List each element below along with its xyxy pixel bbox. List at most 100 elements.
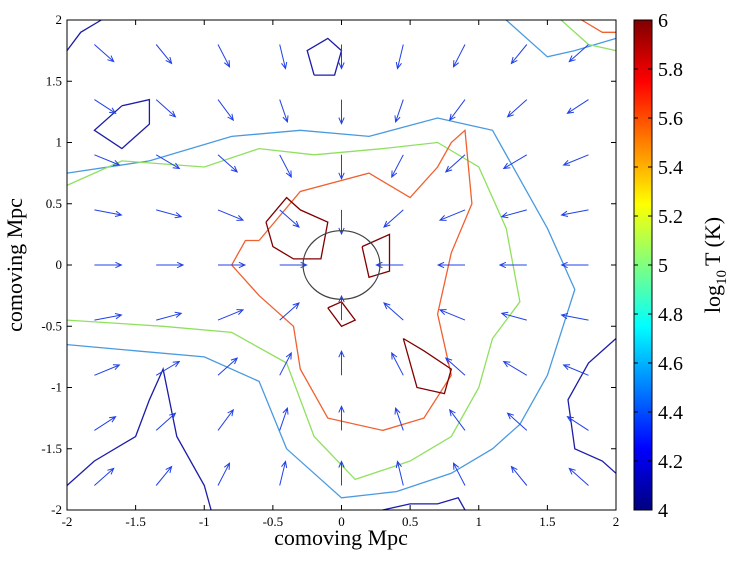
velocity-arrow: [94, 209, 123, 217]
velocity-arrow: [155, 154, 181, 170]
velocity-arrow: [217, 357, 239, 376]
x-tick-label: 1.5: [539, 514, 555, 529]
velocity-arrow: [338, 154, 345, 181]
colorbar-tick-label: 5.2: [658, 206, 683, 228]
colorbar-tick-label: 5.6: [658, 108, 683, 130]
velocity-arrow: [155, 360, 181, 376]
velocity-arrow: [506, 412, 528, 431]
colorbar-tick-label: 5.8: [658, 59, 683, 81]
velocity-arrow: [279, 460, 288, 486]
velocity-arrow: [94, 364, 121, 376]
x-tick-label: 0.5: [402, 514, 418, 529]
contour-line: [402, 337, 453, 395]
y-tick-label: 2: [56, 12, 63, 27]
colorbar-tick-label: 5: [658, 255, 668, 277]
x-tick-label: -1.5: [125, 514, 146, 529]
velocity-arrow: [279, 154, 292, 179]
velocity-arrow: [506, 99, 528, 118]
velocity-arrow: [510, 44, 528, 65]
velocity-arrow: [452, 462, 466, 486]
x-tick-label: -0.5: [263, 514, 284, 529]
velocity-arrow: [217, 408, 235, 431]
colorbar-tick-label: 4.2: [658, 451, 683, 473]
velocity-arrow: [383, 209, 404, 228]
velocity-arrow: [155, 44, 173, 65]
velocity-arrow: [560, 261, 589, 269]
velocity-arrow: [217, 462, 231, 486]
velocity-arrow: [279, 209, 300, 228]
colorbar-tick-label: 5.4: [658, 157, 683, 179]
velocity-arrow: [444, 357, 466, 376]
velocity-arrow: [338, 349, 345, 376]
velocity-arrow: [156, 261, 185, 269]
velocity-arrow: [279, 302, 300, 321]
y-tick-label: -0.5: [41, 318, 62, 333]
velocity-arrow: [217, 99, 235, 122]
velocity-arrow: [94, 467, 115, 486]
velocity-arrow: [217, 309, 245, 321]
velocity-arrow: [391, 154, 404, 179]
velocity-arrow: [94, 154, 121, 166]
velocity-arrow: [562, 154, 589, 166]
velocity-arrow: [502, 154, 528, 170]
velocity-arrow: [155, 465, 173, 486]
colorbar-tick-label: 4.4: [658, 402, 683, 424]
velocity-arrow: [156, 209, 183, 219]
contour-line: [382, 497, 466, 511]
velocity-arrow: [438, 309, 466, 321]
velocity-arrow: [94, 99, 117, 114]
contour-line: [327, 300, 357, 328]
colorbar-tick-label: 4.8: [658, 304, 683, 326]
contour-line: [93, 98, 151, 150]
plot-area: [66, 19, 617, 511]
y-tick-label: 0: [56, 257, 63, 272]
y-tick-label: 1: [56, 135, 63, 150]
velocity-arrow: [383, 302, 404, 321]
velocity-arrow: [217, 44, 231, 68]
velocity-arrow: [338, 99, 345, 125]
x-axis-label: comoving Mpc: [274, 525, 408, 550]
contour-line: [66, 141, 521, 481]
contour-level: [265, 196, 453, 395]
contour-line: [306, 37, 343, 76]
velocity-arrow: [394, 406, 404, 431]
velocity-arrow: [279, 44, 288, 70]
velocity-arrow: [562, 364, 589, 376]
velocity-arrow: [156, 311, 183, 321]
contour-line: [567, 338, 617, 474]
x-tick-label: 1: [476, 514, 483, 529]
x-tick-label: 0: [338, 514, 345, 529]
velocity-arrow: [338, 44, 345, 70]
velocity-arrow: [217, 154, 239, 173]
contour-level: [230, 19, 616, 432]
y-tick-label: -1: [51, 380, 62, 395]
virial-circle: [302, 230, 381, 300]
y-tick-label: 0.5: [46, 196, 62, 211]
colorbar-label-base: log: [700, 285, 725, 313]
velocity-arrow: [94, 313, 123, 321]
colorbar-label-sub: 10: [714, 270, 730, 285]
contour-line: [265, 196, 329, 260]
velocity-arrow: [94, 44, 115, 63]
velocity-arrow: [395, 44, 404, 70]
contour-line: [66, 117, 576, 499]
velocity-arrow: [560, 209, 589, 217]
contour-level: [66, 19, 617, 499]
velocity-arrow: [566, 416, 589, 431]
x-tick-label: 2: [613, 514, 620, 529]
velocity-arrow: [510, 465, 528, 486]
velocity-arrow: [279, 99, 289, 124]
plot-frame: [66, 19, 617, 511]
contour-level: [66, 19, 617, 511]
velocity-arrow: [217, 209, 245, 221]
velocity-arrow: [338, 460, 345, 486]
velocity-arrow: [338, 209, 345, 236]
velocity-arrow: [566, 99, 589, 114]
colorbar-label-rest: T (K): [700, 217, 725, 266]
velocity-arrow: [338, 294, 345, 321]
velocity-arrow: [395, 460, 404, 486]
velocity-arrow: [218, 261, 247, 269]
colorbar-tick-label: 4: [658, 500, 668, 522]
